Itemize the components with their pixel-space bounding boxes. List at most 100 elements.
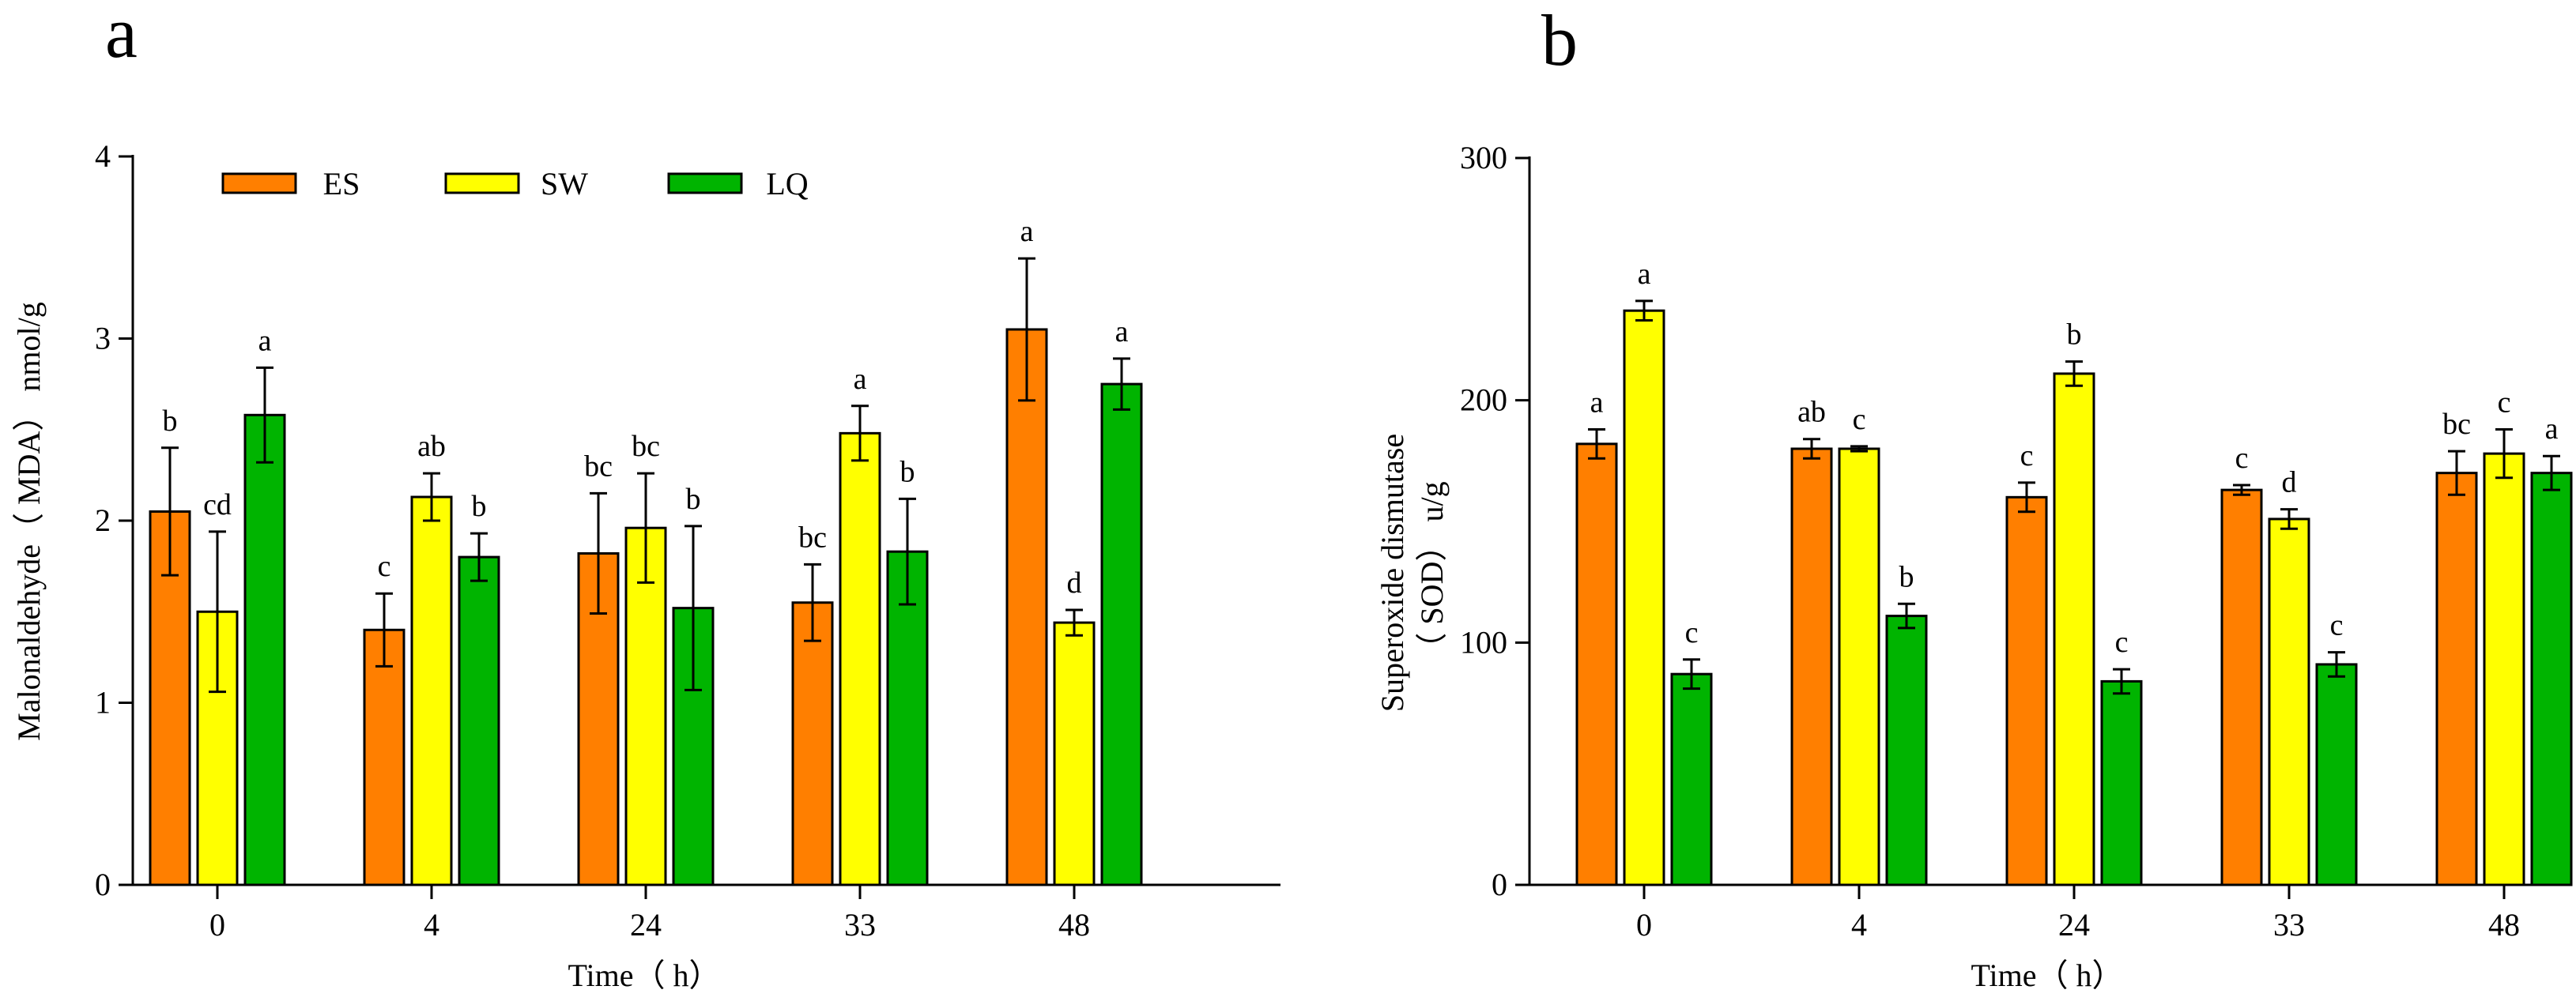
- panel-b-bar-sw-48h: [2483, 452, 2525, 886]
- panel-a-sig-label-es-48h: a: [1020, 215, 1034, 248]
- panel-a-error-bar-es-0h: [161, 446, 179, 577]
- panel-a-sig-label-sw-4h: ab: [417, 430, 446, 463]
- panel-a-bar-lq-4h: [458, 555, 500, 886]
- panel-a-error-bar-es-4h: [375, 592, 393, 668]
- panel-b-x-tick-label-24: 24: [2058, 907, 2090, 943]
- panel-b-sig-label-sw-33h: d: [2282, 466, 2297, 499]
- panel-b-error-bar-es-48h: [2448, 450, 2465, 496]
- panel-a-error-bar-es-33h: [804, 563, 821, 642]
- panel-a-sig-label-lq-0h: a: [258, 324, 272, 357]
- panel-b-sig-label-sw-4h: c: [1853, 403, 1866, 436]
- panel-a-error-bar-es-24h: [590, 491, 607, 615]
- panel-a-sig-label-sw-48h: d: [1067, 566, 1082, 600]
- panel-b-error-bar-es-0h: [1588, 427, 1605, 460]
- panel-b-error-bar-es-24h: [2018, 481, 2035, 514]
- panel-b-letter: b: [1541, 0, 1578, 81]
- panel-b-bar-es-24h: [2005, 495, 2048, 886]
- panel-a-error-bar-sw-0h: [209, 530, 226, 694]
- panel-a-x-tick-label-48: 48: [1058, 907, 1090, 943]
- panel-b-sig-label-lq-48h: a: [2545, 412, 2559, 446]
- panel-a-sig-label-es-4h: c: [378, 550, 391, 583]
- panel-b-sig-label-lq-33h: c: [2330, 609, 2344, 642]
- panel-b-error-bar-sw-4h: [1850, 445, 1868, 453]
- panel-b-y-tick-label-300: 300: [1460, 140, 1507, 175]
- panel-a-bar-es-4h: [363, 628, 405, 886]
- panel-b-bar-sw-24h: [2053, 372, 2095, 886]
- panel-a-sig-label-es-24h: bc: [584, 450, 613, 483]
- panel-b-y-tick-label-200: 200: [1460, 382, 1507, 418]
- panel-b-x-tick-label-33: 33: [2273, 907, 2305, 943]
- panel-a-bar-es-33h: [791, 601, 834, 886]
- panel-b-sig-label-sw-48h: c: [2498, 386, 2511, 419]
- panel-a-y-tick-label-4: 4: [95, 138, 111, 174]
- panel-b-bar-lq-0h: [1670, 672, 1713, 886]
- legend-label-es: ES: [323, 166, 360, 201]
- panel-b-bar-sw-4h: [1838, 447, 1880, 886]
- panel-a-sig-label-sw-24h: bc: [632, 430, 660, 463]
- panel-b-bar-es-48h: [2435, 472, 2478, 886]
- panel-a-sig-label-es-33h: bc: [798, 521, 827, 554]
- panel-a-error-bar-lq-4h: [470, 532, 488, 582]
- panel-b-bar-lq-33h: [2315, 663, 2358, 886]
- panel-a-sig-label-sw-0h: cd: [203, 488, 232, 521]
- panel-b-sig-label-sw-24h: b: [2067, 318, 2082, 352]
- panel-b-bar-lq-48h: [2530, 472, 2573, 886]
- panel-b-bar-es-4h: [1790, 447, 1833, 886]
- panel-a-error-bar-lq-24h: [685, 525, 702, 691]
- panel-a-bar-lq-0h: [243, 413, 286, 886]
- panel-b-error-bar-lq-0h: [1683, 658, 1700, 691]
- panel-a-y-tick-label-0: 0: [95, 867, 111, 902]
- panel-b-sig-label-es-33h: c: [2235, 442, 2249, 475]
- panel-a-error-bar-lq-48h: [1113, 357, 1130, 411]
- panel-a-sig-label-es-0h: b: [163, 405, 178, 438]
- panel-a-sig-label-sw-33h: a: [854, 363, 867, 396]
- panel-b-error-bar-lq-33h: [2328, 651, 2345, 678]
- panel-a-sig-label-lq-48h: a: [1115, 315, 1129, 348]
- panel-a-sig-label-lq-33h: b: [900, 455, 915, 488]
- panel-b-sig-label-lq-4h: b: [1899, 560, 1914, 593]
- panel-b-axes: 0 100 200 300 0 4 24 33 48: [1460, 140, 2563, 943]
- panel-a-bar-es-48h: [1005, 328, 1048, 886]
- panel-b-bar-es-0h: [1575, 442, 1618, 886]
- panel-a-error-bar-lq-0h: [256, 366, 273, 464]
- legend-swatch-lq: [667, 172, 743, 194]
- panel-b-sig-label-lq-24h: c: [2115, 626, 2129, 659]
- panel-a-axes: 0 1 2 3 4 0 4 24 33 48: [95, 138, 1280, 943]
- panel-b-bar-lq-4h: [1885, 615, 1928, 886]
- panel-b-sig-label-es-4h: ab: [1797, 396, 1826, 429]
- panel-b-bar-sw-0h: [1623, 309, 1665, 886]
- panel-b-sig-label-es-24h: c: [2020, 439, 2034, 472]
- panel-b-error-bar-sw-0h: [1635, 299, 1653, 322]
- panel-a-sig-label-lq-24h: b: [686, 483, 701, 516]
- panel-a-bar-sw-33h: [839, 431, 881, 886]
- panel-a-error-bar-sw-4h: [423, 472, 440, 522]
- panel-a-error-bar-sw-48h: [1065, 608, 1083, 637]
- panel-b-x-tick-label-0: 0: [1636, 907, 1652, 943]
- panel-a-letter: a: [105, 0, 138, 73]
- legend-swatch-es: [221, 172, 297, 194]
- panel-a-y-axis-title: Malonaldehyde（ MDA） nmol/g: [11, 302, 47, 741]
- panel-a-error-bar-lq-33h: [899, 497, 916, 606]
- panel-b-bar-sw-33h: [2268, 517, 2310, 886]
- panel-b-error-bar-lq-24h: [2113, 668, 2130, 695]
- panel-a-legend: ES SW LQ: [221, 166, 809, 201]
- panel-b-y-axis-title-line-2: （ SOD） u/g: [1414, 481, 1450, 664]
- panel-b-sig-label-lq-0h: c: [1685, 616, 1699, 649]
- panel-a-error-bar-sw-33h: [851, 405, 869, 462]
- panel-a-bar-sw-48h: [1053, 621, 1096, 886]
- legend-swatch-sw: [444, 172, 520, 194]
- panel-a-y-tick-label-1: 1: [95, 685, 111, 721]
- panel-b-error-bar-es-4h: [1803, 438, 1820, 460]
- panel-b-bar-lq-24h: [2100, 679, 2143, 886]
- panel-a-bar-lq-48h: [1100, 382, 1143, 886]
- panel-a-x-tick-label-0: 0: [209, 907, 225, 943]
- panel-b-error-bar-es-33h: [2233, 484, 2250, 496]
- panel-a-x-tick-label-24: 24: [630, 907, 662, 943]
- panel-b-y-axis-title-line-1: Superoxide dismutase: [1375, 434, 1410, 712]
- panel-b-y-tick-label-100: 100: [1460, 624, 1507, 660]
- panel-a-error-bar-sw-24h: [637, 472, 654, 584]
- panel-b-x-tick-label-48: 48: [2488, 907, 2520, 943]
